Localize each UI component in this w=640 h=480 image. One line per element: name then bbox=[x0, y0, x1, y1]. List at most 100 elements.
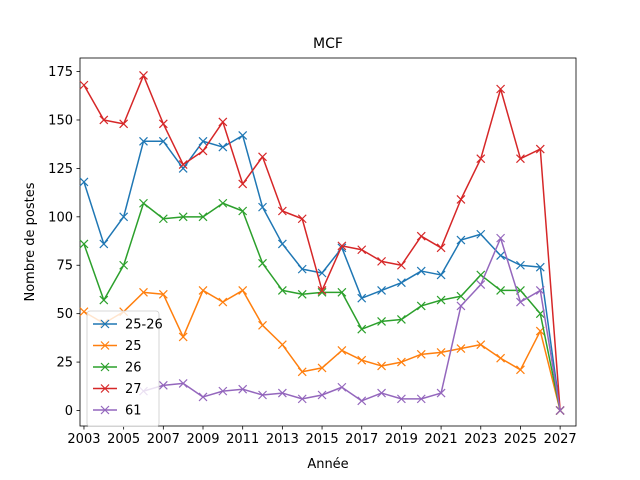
data-point-27 bbox=[416, 231, 426, 241]
data-point-25 bbox=[377, 361, 386, 371]
data-point-61 bbox=[535, 285, 545, 295]
legend-label-27: 27 bbox=[125, 382, 142, 397]
data-point-27 bbox=[238, 179, 248, 189]
data-point-25 bbox=[297, 367, 307, 377]
data-point-26 bbox=[238, 206, 248, 216]
data-point-27 bbox=[476, 154, 486, 164]
data-point-61 bbox=[476, 280, 486, 290]
data-point-25-26 bbox=[218, 142, 228, 152]
data-point-25 bbox=[198, 285, 208, 295]
x-tick-label: 2015 bbox=[306, 432, 339, 447]
data-point-27 bbox=[119, 119, 129, 129]
data-point-61 bbox=[238, 384, 248, 394]
legend-label-25-26: 25-26 bbox=[125, 318, 163, 333]
data-point-25 bbox=[317, 363, 327, 373]
data-point-25-26 bbox=[535, 262, 545, 272]
x-tick-label: 2025 bbox=[504, 432, 537, 447]
data-point-61 bbox=[456, 301, 466, 311]
data-point-26 bbox=[139, 198, 148, 208]
data-point-61 bbox=[396, 394, 406, 404]
data-point-61 bbox=[516, 297, 525, 307]
data-point-25 bbox=[416, 349, 426, 359]
data-point-61 bbox=[178, 378, 188, 388]
data-point-26 bbox=[436, 295, 446, 305]
data-point-25-26 bbox=[79, 177, 89, 187]
data-point-26 bbox=[416, 301, 426, 311]
data-point-27 bbox=[516, 154, 525, 164]
legend-marker-27 bbox=[100, 384, 110, 393]
x-tick-label: 2009 bbox=[186, 432, 219, 447]
x-tick-label: 2007 bbox=[147, 432, 180, 447]
data-point-27 bbox=[317, 285, 327, 295]
data-point-61 bbox=[555, 406, 565, 415]
data-point-26 bbox=[178, 212, 188, 222]
data-point-61 bbox=[317, 390, 327, 400]
data-point-27 bbox=[79, 80, 89, 90]
y-tick-label: 100 bbox=[48, 210, 73, 225]
data-point-25-26 bbox=[357, 293, 367, 303]
data-point-27 bbox=[218, 117, 228, 127]
data-point-27 bbox=[436, 243, 446, 253]
data-point-26 bbox=[396, 315, 406, 324]
y-tick-label: 150 bbox=[48, 113, 73, 128]
data-point-26 bbox=[119, 260, 129, 270]
data-point-25 bbox=[158, 289, 168, 299]
y-tick-label: 75 bbox=[56, 259, 73, 274]
data-point-26 bbox=[456, 291, 466, 301]
data-point-27 bbox=[357, 245, 367, 255]
data-point-61 bbox=[377, 388, 386, 398]
data-point-25-26 bbox=[178, 163, 188, 173]
x-tick-label: 2003 bbox=[67, 432, 100, 447]
x-tick-label: 2019 bbox=[385, 432, 418, 447]
x-tick-label: 2021 bbox=[425, 432, 458, 447]
data-point-27 bbox=[337, 241, 347, 251]
data-point-25 bbox=[178, 332, 188, 342]
data-point-61 bbox=[297, 394, 307, 404]
y-tick-label: 25 bbox=[56, 356, 73, 371]
data-point-27 bbox=[258, 152, 267, 162]
data-point-61 bbox=[258, 390, 267, 400]
x-tick-label: 2005 bbox=[107, 432, 140, 447]
data-point-27 bbox=[535, 144, 545, 154]
data-point-61 bbox=[337, 382, 347, 392]
data-point-25-26 bbox=[396, 278, 406, 288]
data-point-25-26 bbox=[198, 136, 208, 146]
data-point-25 bbox=[337, 346, 347, 355]
data-point-26 bbox=[377, 316, 386, 326]
data-point-25 bbox=[436, 347, 446, 357]
legend-label-26: 26 bbox=[125, 361, 142, 376]
data-point-25 bbox=[238, 285, 248, 295]
legend: 25-26 25 26 27 61 bbox=[86, 310, 163, 427]
data-point-25 bbox=[476, 340, 486, 350]
data-point-26 bbox=[158, 214, 168, 224]
data-point-25-26 bbox=[436, 270, 446, 280]
data-point-25 bbox=[258, 320, 267, 330]
data-point-26 bbox=[277, 285, 287, 295]
data-point-25 bbox=[516, 365, 525, 375]
data-point-25-26 bbox=[258, 202, 267, 212]
y-axis-label: Nombre de postes bbox=[23, 182, 38, 301]
data-point-25-26 bbox=[139, 136, 148, 146]
data-point-25 bbox=[139, 287, 148, 297]
data-point-26 bbox=[297, 289, 307, 299]
data-point-61 bbox=[198, 392, 208, 402]
data-point-61 bbox=[496, 233, 506, 243]
data-point-25-26 bbox=[516, 260, 525, 270]
x-tick-label: 2013 bbox=[266, 432, 299, 447]
data-point-25-26 bbox=[119, 212, 129, 222]
axes-frame bbox=[79, 57, 577, 427]
y-tick-label: 50 bbox=[56, 307, 73, 322]
data-point-25 bbox=[496, 353, 506, 363]
data-point-25-26 bbox=[416, 266, 426, 276]
data-point-25 bbox=[277, 340, 287, 350]
data-point-25-26 bbox=[297, 264, 307, 274]
data-point-27 bbox=[139, 71, 148, 80]
data-point-25-26 bbox=[496, 251, 506, 260]
data-point-25-26 bbox=[277, 239, 287, 249]
legend-label-61: 61 bbox=[125, 404, 142, 419]
y-tick-label: 0 bbox=[65, 404, 73, 419]
legend-marker-61 bbox=[100, 405, 110, 415]
data-point-27 bbox=[496, 84, 506, 94]
data-point-61 bbox=[277, 388, 287, 398]
